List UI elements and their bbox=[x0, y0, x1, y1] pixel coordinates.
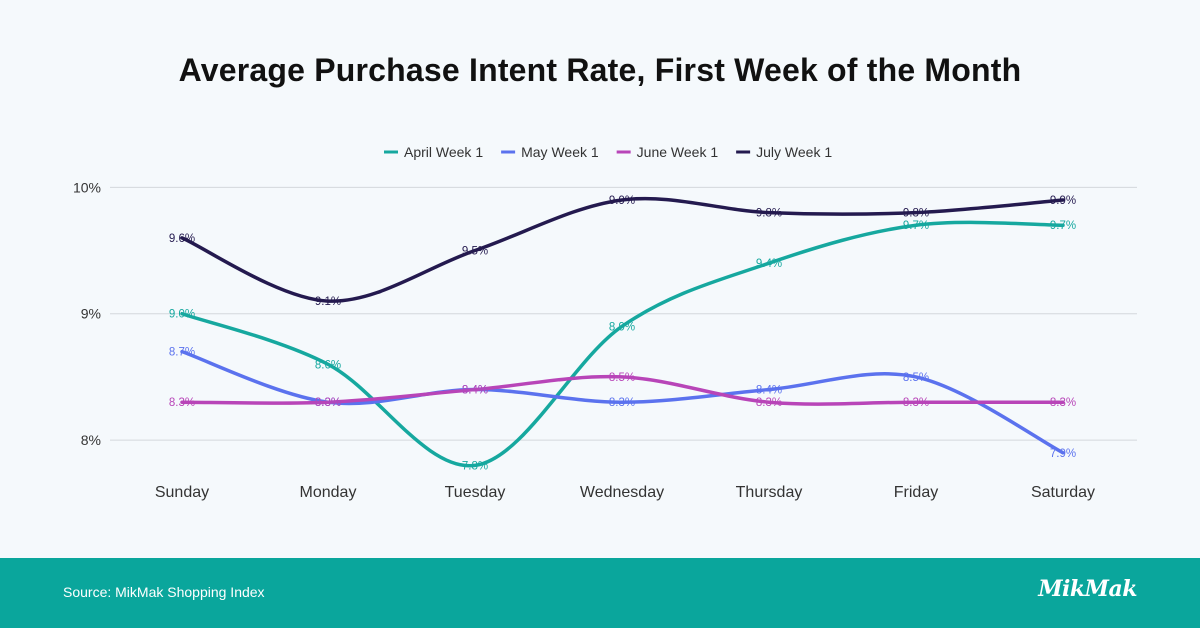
legend-label: May Week 1 bbox=[521, 144, 599, 160]
legend-label: July Week 1 bbox=[756, 144, 832, 160]
data-label: 8.3% bbox=[609, 397, 635, 409]
data-label: 9.9% bbox=[609, 195, 635, 207]
x-axis: Sunday Monday Tuesday Wednesday Thursday Frid… bbox=[155, 484, 1095, 501]
series-line-june-week-1 bbox=[180, 374, 1065, 406]
series-line-july-week-1 bbox=[180, 196, 1065, 303]
gridlines bbox=[110, 186, 1137, 441]
x-tick-label: Tuesday bbox=[445, 484, 506, 501]
data-label: 8.4% bbox=[462, 385, 488, 397]
data-label: 8.4% bbox=[756, 385, 782, 397]
data-label: 7.9% bbox=[1050, 448, 1076, 460]
y-tick-label: 9% bbox=[81, 306, 101, 322]
source-note: Source: MikMak Shopping Index bbox=[63, 584, 265, 600]
data-label: 7.8% bbox=[462, 460, 488, 472]
series-line-april-week-1 bbox=[180, 220, 1065, 468]
data-label: 8.3% bbox=[756, 397, 782, 409]
footer-bar: Source: MikMak Shopping Index MikMak bbox=[0, 558, 1200, 628]
data-label: 8.5% bbox=[903, 372, 929, 384]
chart-title: Average Purchase Intent Rate, First Week… bbox=[178, 52, 1022, 88]
y-tick-label: 8% bbox=[81, 432, 101, 448]
data-label: 8.3% bbox=[169, 397, 195, 409]
data-labels: 9.0%8.6%7.8%8.9%9.4%9.7% 9.7%8.7%8.3%8.4%… bbox=[169, 195, 1076, 472]
line-chart: April Week 1 May Week 1 June Week 1 July We… bbox=[73, 144, 1137, 501]
data-label: 8.9% bbox=[609, 321, 635, 333]
x-tick-label: Friday bbox=[894, 484, 938, 501]
data-label: 9.0% bbox=[169, 309, 195, 321]
series-lines bbox=[180, 196, 1065, 468]
data-label: 9.9% bbox=[1050, 195, 1076, 207]
data-label: 9.7% bbox=[1050, 220, 1076, 232]
data-label: 9.6% bbox=[169, 233, 195, 245]
data-label: 8.5% bbox=[609, 372, 635, 384]
data-label: 9.7% bbox=[903, 220, 929, 232]
legend: April Week 1 May Week 1 June Week 1 July We… bbox=[384, 144, 832, 160]
data-label: 9.4% bbox=[756, 258, 782, 270]
y-axis: 8% 9% 10% bbox=[73, 179, 101, 448]
data-label: 8.3% bbox=[903, 397, 929, 409]
x-tick-label: Sunday bbox=[155, 484, 209, 501]
data-label: 9.5% bbox=[462, 246, 488, 258]
legend-label: April Week 1 bbox=[404, 144, 483, 160]
data-label: 9.8% bbox=[756, 208, 782, 220]
x-tick-label: Thursday bbox=[736, 484, 803, 501]
data-label: 8.4% bbox=[462, 385, 488, 397]
data-label: 8.3% bbox=[1050, 397, 1076, 409]
mikmak-logo: MikMak bbox=[1038, 576, 1137, 602]
data-label: 8.7% bbox=[169, 347, 195, 359]
data-label: 9.8% bbox=[903, 208, 929, 220]
y-tick-label: 10% bbox=[73, 179, 101, 195]
legend-label: June Week 1 bbox=[637, 144, 719, 160]
data-label: 8.3% bbox=[315, 397, 341, 409]
x-tick-label: Wednesday bbox=[580, 484, 664, 501]
x-tick-label: Monday bbox=[300, 484, 357, 501]
data-label: 9.1% bbox=[315, 296, 341, 308]
x-tick-label: Saturday bbox=[1031, 484, 1095, 501]
data-label: 8.6% bbox=[315, 359, 341, 371]
data-label: 8.3% bbox=[315, 397, 341, 409]
